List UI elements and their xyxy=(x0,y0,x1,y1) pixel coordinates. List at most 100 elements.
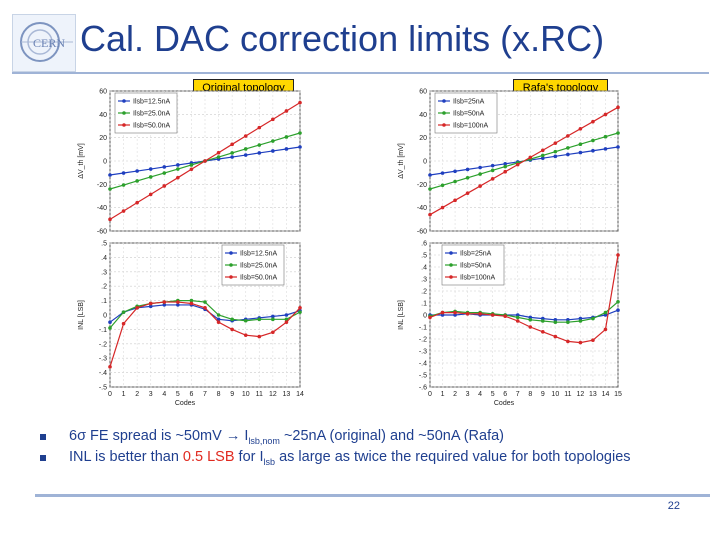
data-point xyxy=(453,179,457,184)
data-point xyxy=(503,164,507,169)
data-point xyxy=(578,150,583,155)
slide-title: Cal. DAC correction limits (x.RC) xyxy=(80,18,605,59)
data-point xyxy=(553,141,558,145)
data-point xyxy=(553,320,558,324)
data-point xyxy=(528,325,533,329)
data-point xyxy=(243,333,248,337)
legend-label: Ilsb=50nA xyxy=(460,263,492,270)
data-point xyxy=(528,318,533,322)
bullet-marker xyxy=(40,455,46,461)
data-point xyxy=(243,147,248,151)
x-tick-label: 0 xyxy=(428,391,432,398)
x-tick-label: 6 xyxy=(189,391,193,398)
data-point xyxy=(108,326,112,330)
data-point xyxy=(257,151,262,155)
data-point xyxy=(284,317,289,322)
x-tick-label: 8 xyxy=(217,391,221,398)
data-point xyxy=(428,187,432,191)
series-line xyxy=(429,301,619,323)
data-point xyxy=(203,159,207,163)
data-point xyxy=(230,142,234,147)
data-point xyxy=(216,313,221,317)
data-point xyxy=(189,301,194,306)
data-point xyxy=(108,173,112,177)
x-tick-label: 2 xyxy=(453,391,457,398)
series-line xyxy=(429,106,619,216)
data-point xyxy=(298,310,302,314)
y-tick-label: -20 xyxy=(417,182,427,189)
data-point xyxy=(616,131,620,135)
data-point xyxy=(162,300,167,304)
data-point xyxy=(616,145,620,149)
data-point xyxy=(176,167,180,171)
x-tick-label: 0 xyxy=(108,391,112,398)
data-point xyxy=(616,300,620,304)
data-point xyxy=(271,330,275,335)
x-tick-label: 10 xyxy=(551,391,559,398)
y-tick-label: -.1 xyxy=(99,327,107,334)
data-point xyxy=(216,317,221,322)
y-tick-label: -20 xyxy=(97,182,107,189)
svg-text:CERN: CERN xyxy=(33,36,65,50)
data-point xyxy=(591,138,595,143)
y-axis-label: INL [LSB] xyxy=(78,300,85,330)
y-tick-label: .3 xyxy=(101,269,107,276)
x-tick-label: 3 xyxy=(466,391,470,398)
data-point xyxy=(284,320,289,324)
legend-marker xyxy=(449,275,453,279)
data-point xyxy=(566,339,570,344)
y-tick-label: 20 xyxy=(99,135,107,142)
data-point xyxy=(298,100,302,105)
data-point xyxy=(135,179,139,183)
y-tick-label: -40 xyxy=(97,205,107,212)
x-tick-label: 9 xyxy=(541,391,545,398)
data-point xyxy=(176,175,180,180)
data-point xyxy=(541,148,545,153)
data-point xyxy=(591,338,595,342)
data-point xyxy=(453,198,457,203)
legend-marker xyxy=(442,111,446,115)
data-point xyxy=(503,314,507,318)
y-tick-label: 40 xyxy=(99,112,107,119)
y-tick-label: .2 xyxy=(421,289,427,296)
legend-marker xyxy=(229,263,233,267)
legend-label: Ilsb=50.0nA xyxy=(133,123,170,130)
y-tick-label: -.5 xyxy=(419,373,427,380)
data-point xyxy=(566,152,570,157)
data-point xyxy=(121,310,126,314)
legend-marker xyxy=(229,275,233,279)
data-point xyxy=(230,151,234,155)
data-point xyxy=(271,139,275,143)
data-point xyxy=(108,217,112,222)
cern-logo: CERN xyxy=(12,14,76,72)
x-tick-label: 7 xyxy=(203,391,207,398)
x-tick-label: 1 xyxy=(441,391,445,398)
page-number: 22 xyxy=(667,500,680,512)
title-divider xyxy=(12,72,709,74)
arrow-icon: → xyxy=(225,428,241,444)
x-tick-label: 15 xyxy=(614,391,622,398)
data-point xyxy=(148,175,153,179)
x-tick-label: 10 xyxy=(242,391,250,398)
data-point xyxy=(176,300,180,304)
data-point xyxy=(478,312,482,316)
y-tick-label: -.2 xyxy=(99,341,107,348)
rafa-offset-chart: -60 -40 -20 0 20 40 60 ΔV_th [mV] Ilsb=25nA Ilsb=… xyxy=(398,89,620,235)
data-point xyxy=(176,303,180,307)
footer-divider xyxy=(35,494,710,497)
data-point xyxy=(216,155,221,159)
data-point xyxy=(230,327,234,332)
data-point xyxy=(440,183,445,188)
data-point xyxy=(284,135,289,139)
data-point xyxy=(257,125,262,130)
data-point xyxy=(162,303,167,307)
y-tick-label: -.3 xyxy=(99,356,107,363)
data-point xyxy=(230,155,234,159)
data-point xyxy=(503,162,507,166)
data-point xyxy=(566,320,570,324)
original-offset-chart: -60 -40 -20 0 20 40 60 ΔV_th [mV] Ilsb=12.5nA Ils… xyxy=(78,89,302,235)
x-tick-label: 4 xyxy=(162,391,166,398)
y-tick-label: .4 xyxy=(421,265,427,272)
legend-label: Ilsb=25nA xyxy=(453,99,485,106)
bullet-item: 6σ FE spread is ~50mV → Ilsb,nom ~25nA (… xyxy=(40,428,710,449)
